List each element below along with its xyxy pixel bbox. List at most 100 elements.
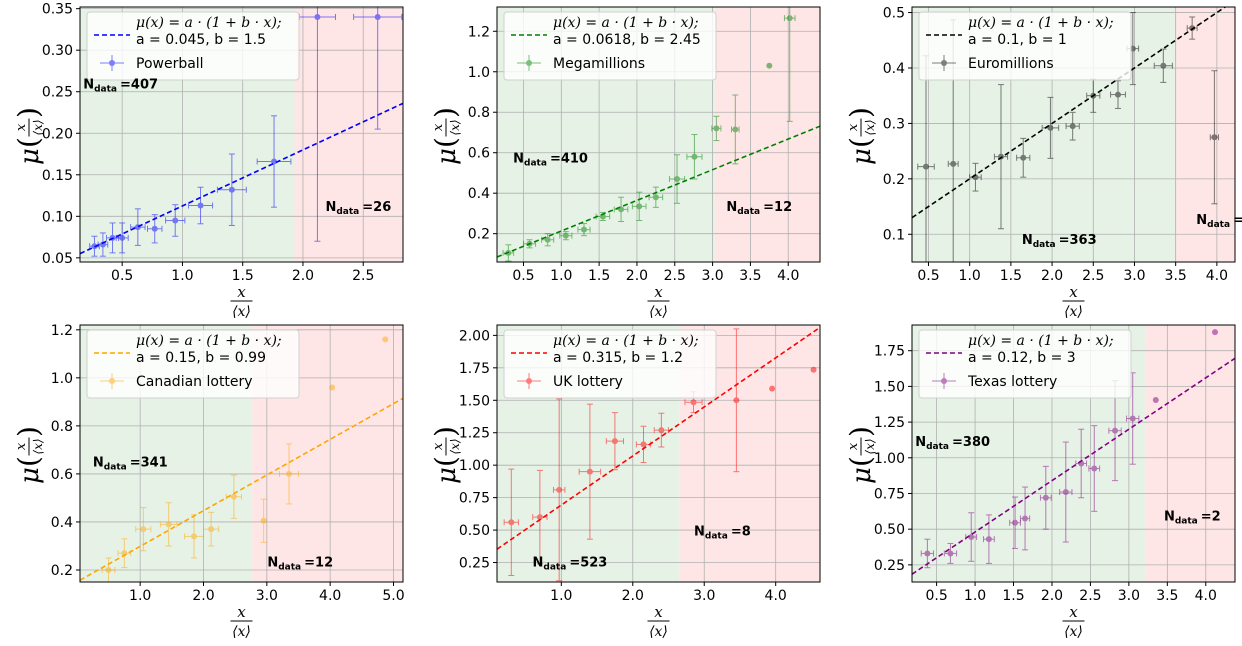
- y-label-paren-open: (: [429, 137, 462, 148]
- n-main: N: [93, 455, 104, 470]
- y-tick-label: 0.2: [883, 172, 905, 188]
- marker: [191, 533, 197, 540]
- marker: [134, 224, 141, 231]
- y-tick-label: 0.1: [883, 227, 905, 243]
- y-tick-label: 0.15: [42, 168, 73, 184]
- y-tick-label: 1.25: [874, 415, 905, 431]
- y-tick-label: 1.0: [51, 371, 73, 387]
- data-point: [1016, 137, 1031, 178]
- marker: [1160, 62, 1167, 69]
- x-label-denominator: ⟨x⟩: [232, 624, 251, 640]
- legend-marker: [941, 378, 947, 384]
- n-sub: data: [524, 159, 547, 169]
- y-label-paren-close: ): [12, 426, 45, 437]
- x-tick-label: 2.0: [1041, 268, 1063, 284]
- marker: [228, 186, 235, 193]
- n-data-right: Ndata =8: [694, 525, 751, 542]
- data-point: [1041, 96, 1060, 159]
- marker: [690, 399, 697, 406]
- marker: [658, 427, 665, 434]
- legend-box: [503, 11, 717, 81]
- legend: μ(x) = a · (1 + b · x);a = 0.1, b = 1 Eur…: [918, 11, 1132, 81]
- y-tick-label: 1.50: [459, 393, 490, 409]
- data-point: [613, 196, 629, 223]
- data-point: [1110, 80, 1126, 109]
- y-label-denominator: ⟨x⟩: [31, 438, 45, 454]
- x-tick-label: 2.5: [352, 268, 374, 284]
- data-point: [184, 514, 204, 559]
- n-main: N: [83, 78, 94, 93]
- x-tick-label: 4.0: [765, 588, 787, 604]
- x-axis-label: x ⟨x⟩: [230, 283, 253, 320]
- n-sub: data: [543, 563, 566, 573]
- n-value: =341: [130, 455, 168, 470]
- n-data-right: Ndata =2: [1164, 509, 1221, 526]
- x-tick-label: 4.0: [1195, 588, 1217, 604]
- marker: [1047, 124, 1054, 131]
- n-data-left: Ndata =523: [533, 556, 608, 573]
- y-tick-label: 0.10: [42, 209, 73, 225]
- marker: [508, 519, 515, 526]
- x-tick-label: 1.0: [964, 588, 986, 604]
- data-point: [1209, 70, 1220, 205]
- y-label-paren-open: (: [844, 456, 877, 467]
- y-tick-label: 1.75: [459, 361, 490, 377]
- y-label-numerator: x: [846, 442, 861, 450]
- marker: [1152, 396, 1159, 403]
- n-sub: data: [926, 442, 949, 452]
- x-label-denominator: ⟨x⟩: [1064, 304, 1083, 320]
- legend: μ(x) = a · (1 + b · x);a = 0.15, b = 0.9…: [86, 329, 300, 399]
- y-axis-label: μ(x ⟨x⟩): [12, 426, 45, 484]
- data-point: [1009, 496, 1021, 549]
- n-sub: data: [1207, 220, 1230, 230]
- y-tick-label: 0.25: [459, 556, 490, 572]
- x-tick-label: 3.5: [1156, 588, 1178, 604]
- marker: [230, 493, 237, 500]
- y-tick-label: 1.00: [459, 458, 490, 474]
- marker: [1012, 519, 1019, 526]
- x-tick-label: 3.0: [256, 588, 278, 604]
- marker: [972, 174, 979, 181]
- y-tick-label: 0.75: [874, 486, 905, 502]
- x-tick-label: 5.0: [382, 588, 404, 604]
- marker: [733, 397, 740, 404]
- panel-euromillions: μ(x) = a · (1 + b · x);a = 0.1, b = 1 Eur…: [844, 6, 1242, 320]
- marker: [1042, 494, 1049, 501]
- x-label-denominator: ⟨x⟩: [1064, 624, 1083, 640]
- n-data-left: Ndata =407: [83, 78, 158, 95]
- n-data-right: Ndata =12: [726, 200, 792, 217]
- fit-line: [497, 326, 820, 550]
- data-point: [552, 398, 566, 582]
- marker: [611, 438, 618, 445]
- data-point: [711, 115, 722, 142]
- data-point: [353, 7, 403, 130]
- legend-series-name: Euromillions: [968, 56, 1054, 72]
- x-label-denominator: ⟨x⟩: [649, 624, 668, 640]
- data-point: [135, 507, 152, 552]
- y-label-denominator: ⟨x⟩: [448, 438, 462, 454]
- y-axis-label: μ(x ⟨x⟩): [429, 426, 462, 484]
- marker: [109, 234, 116, 241]
- data-point: [165, 204, 186, 237]
- data-point: [106, 222, 120, 254]
- marker: [1062, 489, 1069, 496]
- legend-fit-params: a = 0.0618, b = 2.45: [553, 32, 701, 48]
- legend-fit-params: a = 0.1, b = 1: [968, 32, 1067, 48]
- y-tick-label: 0.4: [51, 515, 73, 531]
- legend-box: [86, 329, 300, 399]
- legend-marker: [526, 378, 532, 384]
- data-point: [653, 412, 670, 448]
- data-point: [101, 557, 116, 582]
- data-point: [686, 134, 703, 180]
- marker: [99, 241, 106, 248]
- x-axis-label: x ⟨x⟩: [647, 283, 670, 320]
- marker: [924, 550, 931, 557]
- data-point: [1019, 486, 1031, 551]
- marker: [562, 232, 569, 239]
- y-tick-label: 0.05: [42, 251, 73, 267]
- n-main: N: [1164, 509, 1175, 524]
- legend-marker-handle: [100, 373, 124, 389]
- y-tick-label: 1.2: [468, 24, 490, 40]
- marker: [636, 203, 643, 210]
